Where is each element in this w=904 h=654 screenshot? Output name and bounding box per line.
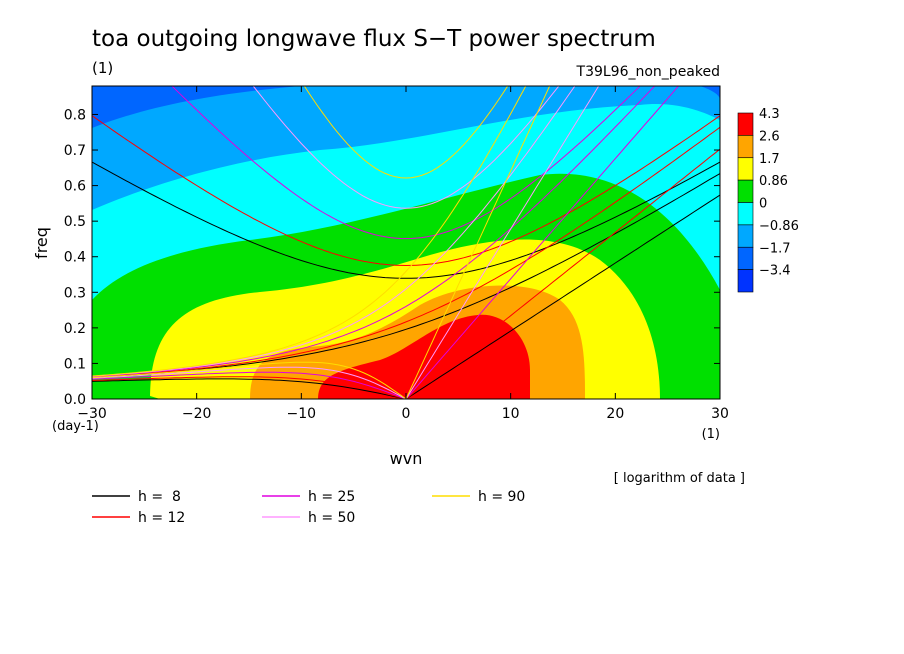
legend-label: h = 50 [308, 510, 355, 526]
y-tick-label: 0.8 [64, 107, 86, 123]
inertia-gravity-curve [92, 161, 720, 279]
colorbar-label: 4.3 [759, 107, 780, 122]
kelvin-curve [405, 86, 680, 399]
chart-title: toa outgoing longwave flux S−T power spe… [92, 26, 656, 52]
y-tick-label: 0.7 [64, 143, 86, 159]
colorbar-swatch [737, 202, 754, 226]
x-tick-label: 20 [606, 406, 624, 422]
y-axis: 0.0 0.1 0.2 0.3 0.4 0.5 0.6 0.7 0.8 [64, 107, 720, 408]
y-tick-label: 0.6 [64, 179, 86, 195]
colorbar: 4.3 2.6 1.7 0.86 0 −0.86 −1.7 −3.4 [737, 107, 799, 293]
mixed-rossby-gravity-curve [92, 86, 576, 377]
y-tick-label: 0.5 [64, 214, 86, 230]
legend-label: h = 8 [138, 489, 181, 505]
colorbar-label: 1.7 [759, 152, 780, 167]
colorbar-swatch [737, 135, 754, 159]
y-tick-label: 0.4 [64, 250, 86, 266]
chart-subtitle-left: (1) [92, 59, 113, 77]
colorbar-label: −1.7 [759, 241, 791, 256]
colorbar-label: 2.6 [759, 129, 780, 144]
band-green-corner [92, 385, 160, 399]
y-tick-label: 0.1 [64, 356, 86, 372]
colorbar-swatch [737, 112, 754, 136]
kelvin-curve [405, 194, 720, 399]
colorbar-swatch [737, 269, 754, 293]
x-tick-label: −10 [287, 406, 317, 422]
chart-subtitle-right: T39L96_non_peaked [576, 64, 720, 80]
y-tick-label: 0.0 [64, 392, 86, 408]
data-note: [ logarithm of data ] [614, 471, 745, 486]
legend-label: h = 25 [308, 489, 355, 505]
x-axis: −30 −20 −10 0 10 20 30 [77, 86, 729, 422]
legend: h = 8 h = 12 h = 25 h = 50 h = 90 [92, 489, 525, 526]
x-tick-label: 30 [711, 406, 729, 422]
x-tick-label: 0 [402, 406, 411, 422]
colorbar-label: 0 [759, 197, 767, 212]
legend-label: h = 90 [478, 489, 525, 505]
x-unit-label: (1) [702, 427, 720, 442]
rossby-curve [92, 378, 407, 399]
legend-label: h = 12 [138, 510, 185, 526]
inertia-gravity-curve [252, 86, 560, 209]
kelvin-curve [405, 86, 600, 399]
x-tick-label: −20 [182, 406, 212, 422]
dispersion-curves [92, 86, 720, 399]
inertia-gravity-curve [303, 86, 509, 179]
rossby-curve [92, 361, 407, 399]
x-axis-label: wvn [390, 449, 423, 468]
mixed-rossby-gravity-curve [92, 126, 720, 378]
kelvin-curve [405, 86, 551, 399]
rossby-curve [92, 376, 407, 399]
rossby-curve [92, 366, 407, 399]
y-unit-label: (day-1) [52, 419, 99, 434]
contour-fill-group [92, 86, 720, 399]
y-tick-label: 0.2 [64, 321, 86, 337]
inertia-gravity-curve [171, 86, 641, 240]
mixed-rossby-gravity-curve [92, 86, 656, 378]
band-red [318, 314, 530, 399]
colorbar-swatch [737, 157, 754, 181]
colorbar-label: −3.4 [759, 264, 791, 279]
x-tick-label: 10 [502, 406, 520, 422]
colorbar-label: 0.86 [759, 174, 788, 189]
y-axis-label: freq [32, 227, 51, 259]
x-tick-label: −30 [77, 406, 107, 422]
colorbar-swatch [737, 246, 754, 270]
colorbar-swatch [737, 179, 754, 203]
mixed-rossby-gravity-curve [92, 86, 527, 377]
kelvin-curve [405, 148, 720, 399]
colorbar-label: −0.86 [759, 219, 799, 234]
rossby-curve [92, 371, 407, 399]
y-tick-label: 0.3 [64, 285, 86, 301]
colorbar-swatch [737, 224, 754, 248]
inertia-gravity-curve [92, 115, 720, 267]
